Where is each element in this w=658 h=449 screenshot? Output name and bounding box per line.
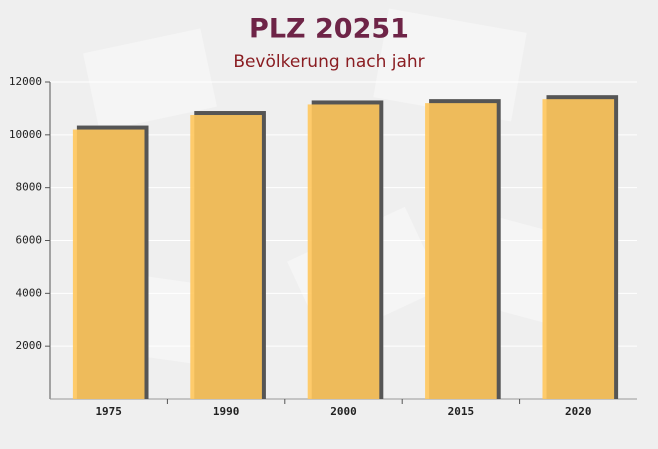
y-tick-label: 10000 [9, 128, 42, 141]
bar [72, 129, 145, 400]
chart-title: PLZ 20251 [249, 14, 409, 45]
bar [425, 103, 497, 399]
chart-subtitle: Bevölkerung nach jahr [233, 52, 424, 72]
y-tick-label: 12000 [9, 75, 42, 88]
x-tick-label: 2015 [448, 405, 475, 418]
bar [307, 104, 380, 400]
y-tick-label: 4000 [16, 286, 43, 299]
bar [190, 115, 262, 399]
x-tick-label: 2020 [565, 405, 592, 418]
y-tick-label: 6000 [16, 234, 43, 247]
y-tick-label: 8000 [16, 181, 43, 194]
x-tick-label: 1990 [213, 405, 240, 418]
bar [542, 99, 615, 399]
x-tick-label: 1975 [95, 405, 122, 418]
y-tick-label: 2000 [16, 339, 43, 352]
x-tick-label: 2000 [330, 405, 357, 418]
